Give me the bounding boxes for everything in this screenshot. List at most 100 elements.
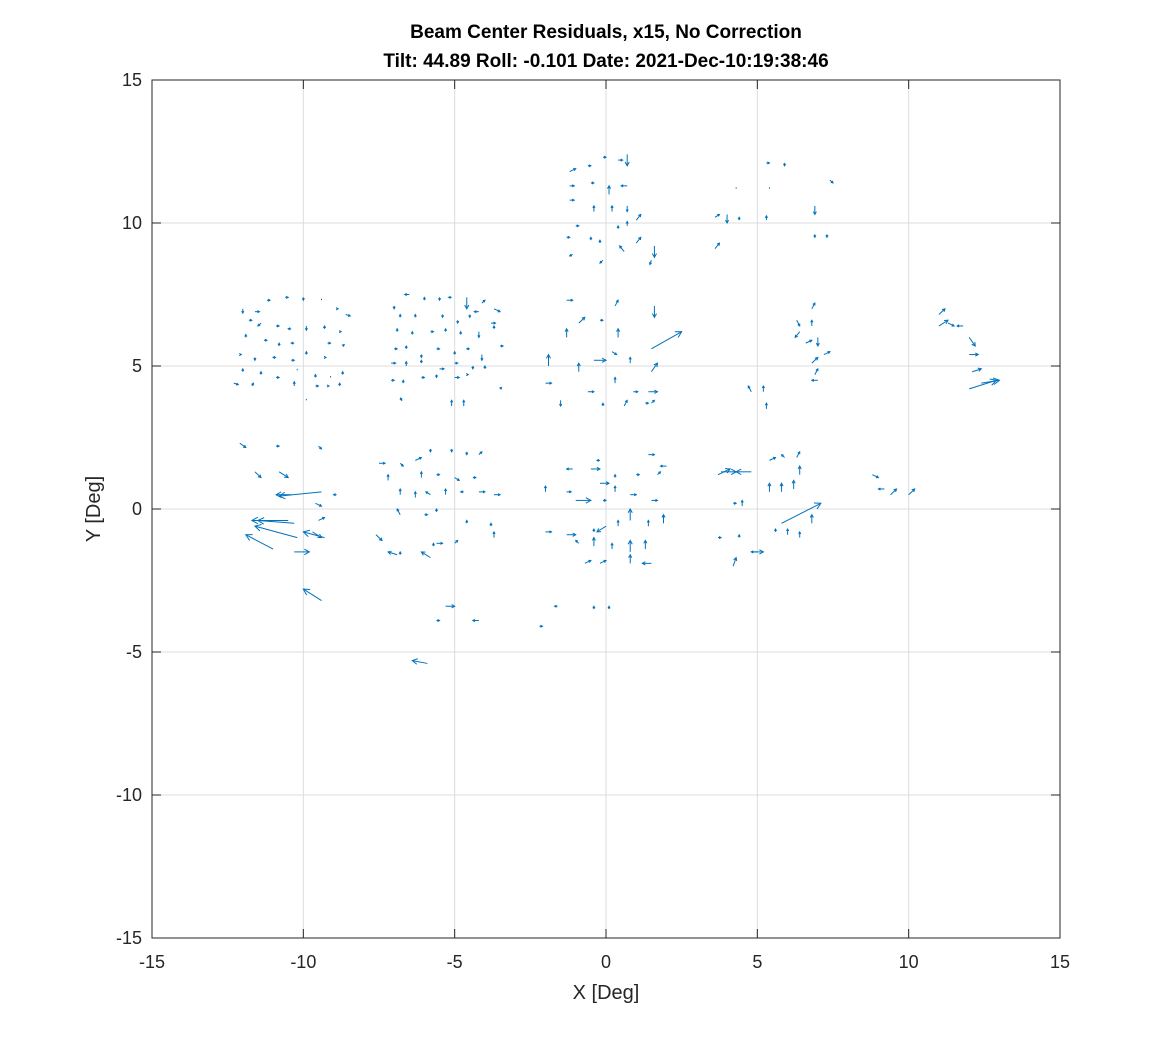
residual-arrow: [596, 525, 607, 533]
arrow-head: [267, 298, 272, 302]
residual-arrow: [419, 470, 423, 478]
residual-arrow: [387, 550, 398, 556]
arrow-head: [643, 539, 648, 544]
residual-arrow: [275, 491, 292, 498]
residual-arrow: [290, 341, 295, 345]
residual-arrow: [338, 330, 343, 334]
residual-arrow: [318, 445, 323, 450]
residual-arrow: [492, 530, 496, 538]
arrow-head: [797, 450, 801, 455]
residual-arrow: [398, 313, 402, 318]
residual-arrow: [969, 352, 980, 357]
arrow-head: [341, 343, 345, 347]
arrow-shaft: [239, 442, 247, 448]
arrow-shaft: [584, 560, 592, 564]
residual-arrow: [421, 375, 426, 379]
arrow-head: [396, 508, 400, 512]
arrow-shaft: [981, 379, 1000, 384]
arrow-shaft: [569, 168, 576, 172]
arrow-head: [733, 556, 738, 562]
residual-arrow: [972, 367, 983, 373]
arrow-head: [413, 490, 417, 495]
residual-arrow: [466, 373, 470, 377]
residual-arrow: [391, 361, 397, 365]
arrow-head: [568, 490, 573, 494]
arrow-head: [437, 347, 441, 351]
arrow-head: [592, 204, 596, 209]
arrow-head: [302, 529, 311, 537]
arrow-head: [603, 155, 608, 159]
residual-arrow: [401, 379, 405, 384]
arrow-head: [483, 364, 487, 369]
residual-arrow: [796, 450, 801, 458]
residual-arrow: [602, 155, 608, 159]
arrow-head: [596, 528, 601, 533]
residual-arrow: [444, 327, 448, 332]
arrow-head: [338, 382, 342, 386]
residual-arrow: [411, 658, 428, 665]
residual-arrow: [811, 356, 819, 364]
arrow-head: [322, 324, 327, 329]
residual-arrow: [439, 367, 446, 371]
arrow-shaft: [312, 531, 322, 539]
arrow-head: [471, 366, 475, 370]
residual-arrow: [285, 295, 290, 299]
arrow-shaft: [635, 214, 642, 221]
residual-arrow: [499, 386, 503, 390]
residual-arrow: [618, 245, 625, 252]
arrow-head: [971, 341, 976, 347]
residual-arrow: [566, 298, 574, 302]
residual-arrow: [473, 310, 479, 314]
arrow-head: [767, 482, 772, 487]
arrow-head: [638, 213, 642, 218]
arrow-head: [321, 516, 326, 520]
residual-arrow: [947, 322, 956, 327]
y-tick-label: -10: [116, 785, 142, 805]
arrow-head: [497, 309, 502, 313]
residual-arrow: [737, 216, 741, 221]
arrow-head: [814, 356, 819, 361]
arrow-head: [313, 373, 317, 377]
residual-arrow: [404, 360, 408, 366]
residual-arrow: [465, 347, 470, 351]
y-tick-label: -5: [126, 642, 142, 662]
arrow-head: [272, 355, 276, 359]
residual-arrow: [441, 314, 445, 319]
arrow-head: [411, 658, 418, 665]
arrow-head: [773, 527, 778, 532]
residual-arrow: [890, 488, 898, 496]
arrow-head: [553, 604, 557, 608]
arrow-head: [592, 605, 596, 609]
x-tick-label: -15: [139, 952, 165, 972]
residual-arrow: [587, 164, 592, 168]
arrow-head: [456, 478, 461, 481]
residual-arrow: [489, 522, 493, 527]
arrow-head: [599, 260, 603, 264]
arrow-head: [809, 513, 814, 518]
residual-arrow: [783, 162, 787, 167]
residual-arrow: [294, 548, 311, 556]
residual-arrow: [613, 473, 617, 478]
arrow-head: [772, 456, 777, 460]
arrow-head: [440, 541, 444, 545]
arrow-head: [761, 384, 765, 389]
residual-arrow: [493, 308, 502, 313]
arrow-head: [326, 384, 331, 388]
arrow-head: [465, 452, 469, 456]
residual-arrow: [436, 473, 441, 477]
chart-title-line-1: Beam Center Residuals, x15, No Correctio…: [410, 22, 802, 43]
arrow-head: [613, 485, 617, 489]
residual-arrow: [396, 508, 401, 515]
arrow-head: [473, 310, 477, 314]
residual-arrow: [735, 468, 752, 476]
arrow-head: [317, 533, 323, 539]
arrow-head: [737, 533, 741, 537]
arrow-head: [401, 379, 405, 383]
residual-arrow: [386, 473, 390, 481]
arrow-head: [591, 390, 595, 394]
arrow-head: [323, 355, 328, 359]
residual-arrow: [599, 259, 604, 264]
residual-arrow: [338, 382, 342, 387]
arrow-head: [284, 473, 290, 479]
arrow-head: [285, 295, 290, 299]
